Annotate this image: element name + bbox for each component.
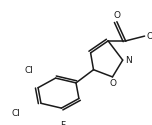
Text: N: N [125, 56, 132, 65]
Text: F: F [60, 121, 65, 125]
Text: OH: OH [147, 32, 152, 41]
Text: Cl: Cl [24, 66, 33, 75]
Text: Cl: Cl [12, 109, 21, 118]
Text: O: O [109, 79, 116, 88]
Text: O: O [113, 11, 120, 20]
